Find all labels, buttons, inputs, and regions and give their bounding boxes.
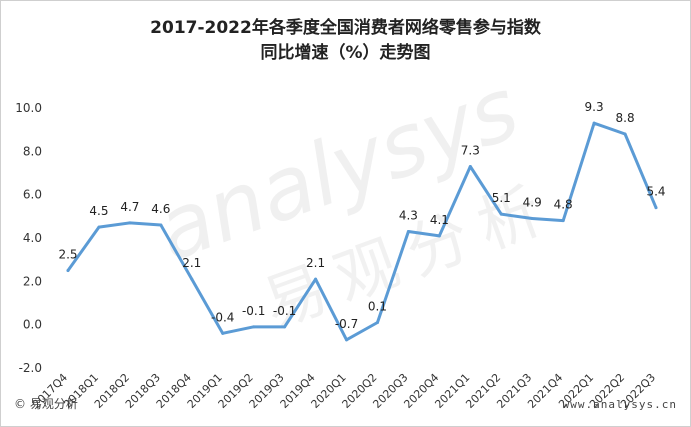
data-label: 2.1 <box>306 256 325 270</box>
data-point <box>252 325 256 329</box>
data-point <box>623 132 627 136</box>
data-point <box>345 338 349 342</box>
y-tick-label: 8.0 <box>23 144 42 158</box>
data-label: 4.7 <box>120 200 139 214</box>
data-point <box>283 325 287 329</box>
data-label: 5.1 <box>492 191 511 205</box>
y-tick-label: -2.0 <box>19 361 42 375</box>
y-axis: 10.0 8.0 6.0 4.0 2.0 0.0 -2.0 <box>15 101 42 375</box>
series-line-path <box>66 121 658 342</box>
chart-title: 2017-2022年各季度全国消费者网络零售参与指数 <box>150 18 541 38</box>
footer-brand-name: 易观分析 <box>29 397 78 411</box>
data-point <box>190 277 194 281</box>
data-point <box>128 221 132 225</box>
data-label: 7.3 <box>461 144 480 158</box>
y-tick-label: 2.0 <box>23 274 42 288</box>
data-label: -0.4 <box>211 310 234 324</box>
data-label: 4.6 <box>151 202 170 216</box>
data-point <box>406 230 410 233</box>
data-label: -0.1 <box>242 304 265 318</box>
data-point <box>530 217 534 220</box>
data-point <box>499 212 503 216</box>
data-labels: 2.5 4.5 4.7 4.6 2.1 -0.4 -0.1 -0.1 2.1 -0.7 0.1 4.3… <box>58 100 665 331</box>
data-point <box>159 223 163 227</box>
data-label: 9.3 <box>585 100 604 114</box>
data-label: 2.1 <box>182 256 201 270</box>
data-point <box>375 321 379 324</box>
data-label: -0.7 <box>335 317 358 331</box>
data-point <box>561 219 565 223</box>
footer-brand: © 易观分析 <box>14 395 78 412</box>
copyright-icon: © <box>14 397 26 411</box>
data-label: 4.8 <box>554 198 573 212</box>
data-label: 5.4 <box>646 185 665 199</box>
data-point <box>592 121 596 125</box>
data-point <box>314 277 318 281</box>
y-tick-label: 10.0 <box>15 101 42 115</box>
data-point <box>97 225 101 229</box>
data-label: 4.3 <box>399 209 418 223</box>
data-point <box>221 331 225 335</box>
data-point <box>437 234 441 238</box>
y-tick-label: 4.0 <box>23 231 42 245</box>
data-label: 4.1 <box>430 213 449 227</box>
data-point <box>654 206 658 210</box>
y-tick-label: 6.0 <box>23 188 42 202</box>
data-label: 8.8 <box>616 111 635 125</box>
data-label: -0.1 <box>273 304 296 318</box>
data-label: 0.1 <box>368 300 387 314</box>
data-label: 4.9 <box>523 196 542 210</box>
data-point <box>468 165 472 168</box>
data-point <box>66 269 70 272</box>
chart-subtitle: 同比增速（%）走势图 <box>260 43 431 63</box>
data-label: 4.5 <box>89 204 108 218</box>
footer-url: www.analysys.cn <box>562 398 677 411</box>
y-tick-label: 0.0 <box>23 318 42 332</box>
data-label: 2.5 <box>58 248 77 262</box>
series-line <box>66 121 658 342</box>
